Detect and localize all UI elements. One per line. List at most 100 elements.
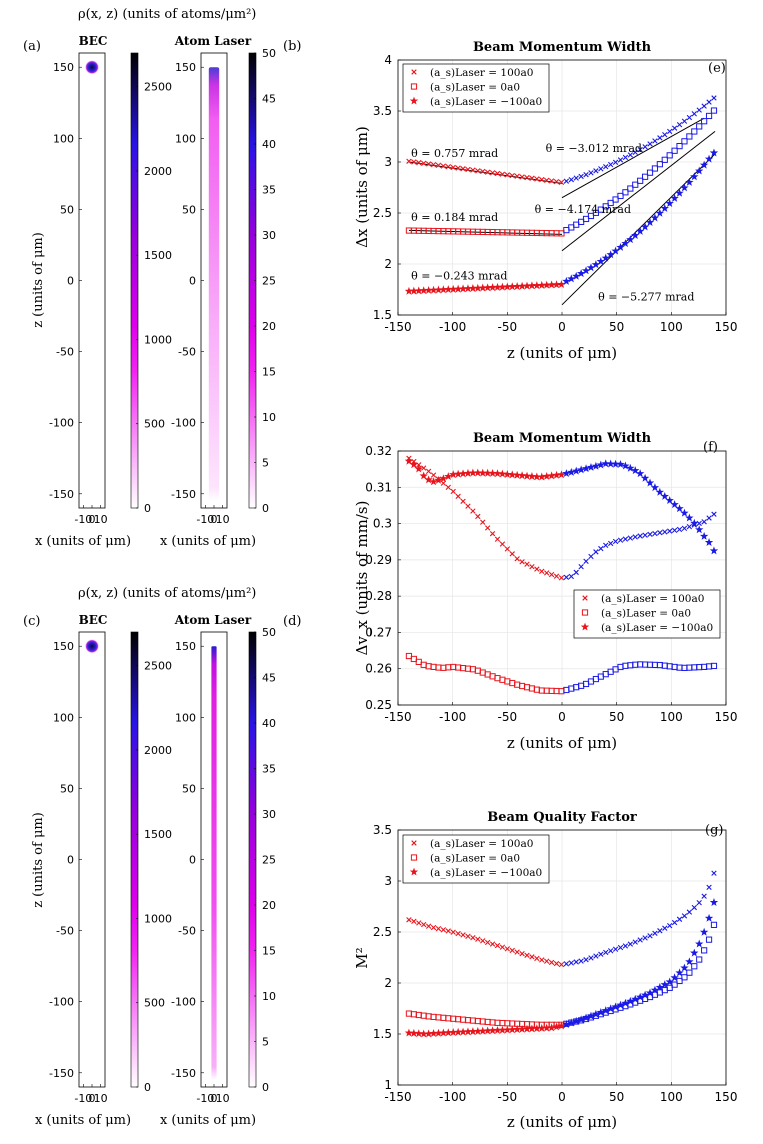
colorbar-tick-label: 0 [262,1081,269,1094]
data-point [572,271,581,280]
ytick-label: -100 [171,996,196,1009]
heatmap-panel-c: 150100500-50-100-150-1001005001000150020… [23,613,172,1128]
data-point [498,469,507,478]
data-point [612,196,619,203]
data-point [458,284,468,293]
data-point [539,957,545,963]
data-point [542,1023,551,1032]
data-point [622,536,629,542]
data-point [701,519,707,525]
data-point [580,622,590,631]
data-point [484,169,491,175]
data-point [557,280,566,288]
xtick-label: -150 [384,320,411,334]
data-point [529,954,535,960]
ytick-label: -150 [49,1067,74,1080]
data-point [529,175,535,181]
legend-entry: (a_s)Laser = −100a0 [430,867,542,879]
colorbar-tick-label: 20 [262,899,276,912]
data-point [562,1020,571,1028]
data-point [616,459,625,468]
data-point [450,164,456,171]
xtick-label: -100 [439,320,466,334]
legend-entry: (a_s)Laser = 0a0 [601,608,691,620]
xtick-label: 150 [715,320,738,334]
data-point [596,1007,605,1016]
data-point [710,107,718,114]
data-point [406,158,412,164]
data-point [650,213,660,222]
data-point [611,1002,620,1011]
data-point [480,168,486,175]
data-point [583,171,589,178]
data-point [519,174,525,180]
data-point [611,246,620,255]
data-point [656,161,663,168]
data-point [657,135,663,141]
colorbar-tick-label: 25 [262,275,276,288]
group-title-top: ρ(x, z) (units of atoms/μm²) [78,7,256,22]
xtick-label: -10 [196,1092,214,1105]
data-point [484,525,491,531]
data-point [588,553,594,560]
data-point [484,939,491,946]
data-point [581,266,591,275]
data-point [480,938,486,944]
data-point [681,118,688,124]
ytick-label: 50 [60,203,74,216]
colorbar-tick-label: 2000 [144,165,172,178]
data-point [493,1025,502,1034]
data-point [591,1009,601,1018]
series-0 [406,455,717,581]
data-point [430,472,437,478]
data-point [711,870,717,876]
data-point [641,173,649,180]
ytick-label: 0.29 [365,553,392,567]
data-point [532,1024,542,1033]
data-point [612,538,619,545]
xtick-label: 150 [715,1090,738,1104]
series-2 [404,456,719,555]
data-point [691,963,698,970]
legend: (a_s)Laser = 100a0 (a_s)Laser = 0a0 (a_s)L… [573,589,721,639]
data-point [632,939,638,945]
x-axis-label: z (units of μm) [507,344,617,362]
colorbar-tick-label: 30 [262,229,276,242]
data-point [465,166,471,173]
data-point [686,909,693,915]
data-point [586,462,596,471]
data-point [695,525,704,534]
data-point [617,944,624,951]
data-point [607,161,614,168]
xtick-label: 0 [558,1090,566,1104]
data-point [498,1025,507,1034]
series-2 [404,898,719,1038]
ytick-label: 100 [53,132,74,145]
atom-laser-beam [208,67,220,501]
data-point [542,280,551,289]
data-point [706,99,712,105]
data-point [699,531,709,540]
data-point [563,574,570,580]
ytick-label: 0.25 [365,698,392,712]
data-point [626,463,635,472]
data-point [686,114,693,121]
data-point [627,535,634,541]
data-point [517,471,527,480]
data-point [411,69,417,75]
panel-label: (d) [283,614,301,629]
data-point [681,974,688,981]
data-point [508,470,517,479]
xtick-label: 10 [94,513,108,526]
data-point [647,933,653,939]
data-point [435,925,442,932]
data-point [483,283,492,292]
y-axis-label: M² [353,947,371,968]
data-point [411,840,417,846]
ytick-label: 50 [60,782,74,795]
colorbar-tick-label: 10 [262,411,276,424]
data-point [547,1023,556,1032]
data-point [424,1029,433,1038]
data-point [475,936,481,942]
data-point [439,474,448,483]
